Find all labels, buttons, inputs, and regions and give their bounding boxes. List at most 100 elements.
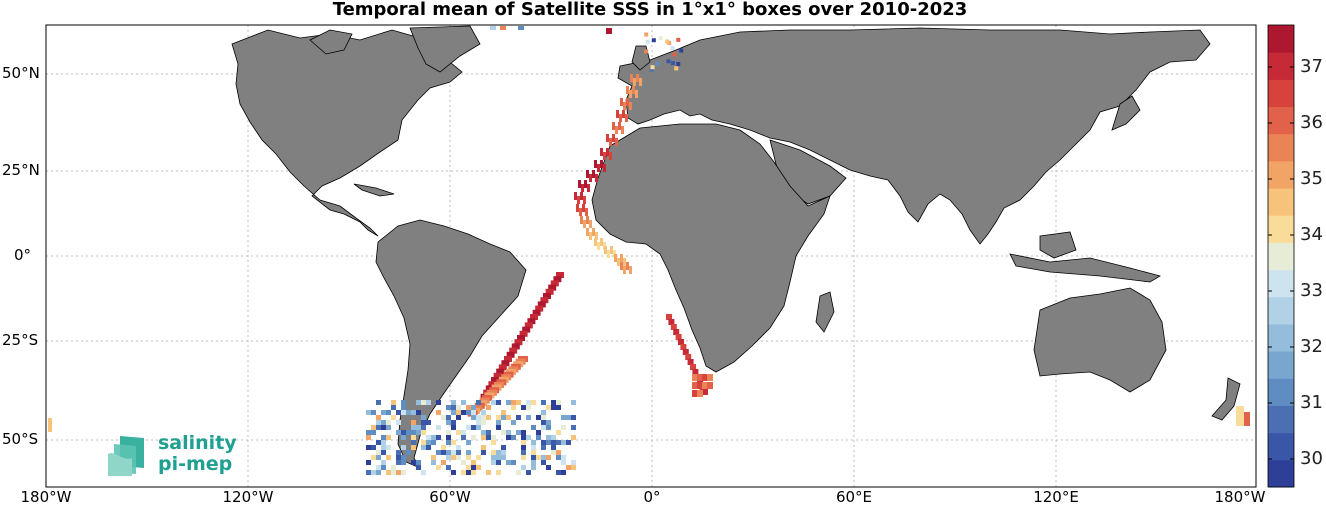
salinity-cell [626, 86, 629, 94]
salinity-cell [366, 460, 371, 465]
salinity-cell [607, 250, 610, 258]
salinity-cell [471, 465, 476, 470]
salinity-cell [466, 455, 471, 460]
salinity-cell [541, 455, 546, 460]
salinity-cell [446, 405, 451, 410]
salinity-cell [501, 360, 510, 367]
salinity-cell [496, 400, 501, 405]
salinity-cell [633, 78, 636, 86]
salinity-cell [697, 390, 703, 397]
salinity-cell [541, 445, 546, 450]
salinity-cell [456, 405, 461, 410]
salinity-cell [571, 425, 576, 430]
salinity-cell [622, 110, 625, 118]
salinity-cell [506, 415, 511, 420]
salinity-cell [381, 445, 386, 450]
salinity-cell [396, 410, 401, 415]
salinity-cell [461, 460, 466, 465]
salinity-cell [446, 435, 451, 440]
salinity-cell [401, 445, 406, 450]
salinity-cell [386, 455, 391, 460]
salinity-cell [486, 430, 491, 435]
salinity-cell [531, 445, 536, 450]
salinity-cell [491, 435, 496, 440]
salinity-cell [584, 180, 587, 188]
salinity-cell [506, 430, 511, 435]
colorbar-tick-label: 32 [1300, 336, 1323, 357]
salinity-cell [509, 347, 518, 354]
salinity-cell [471, 470, 476, 475]
salinity-cell [612, 134, 615, 142]
salinity-cell [486, 405, 491, 410]
colorbar-tick-label: 37 [1300, 56, 1323, 77]
salinity-cell [692, 390, 698, 397]
salinity-cell [636, 74, 639, 82]
salinity-cell [376, 440, 381, 445]
salinity-cell [540, 297, 549, 304]
salinity-cell [606, 134, 609, 142]
salinity-cell [371, 470, 376, 475]
salinity-cell [493, 372, 502, 379]
salinity-cell [401, 410, 406, 415]
salinity-cell [589, 232, 592, 240]
salinity-cell [553, 276, 562, 283]
salinity-cell [391, 415, 396, 420]
salinity-cell [371, 410, 376, 415]
salinity-cell [516, 400, 521, 405]
salinity-cell [381, 465, 386, 470]
salinity-cell [541, 440, 546, 445]
salinity-cell [481, 420, 486, 425]
pimep-logo [108, 436, 144, 476]
salinity-cell [665, 39, 670, 44]
salinity-cell [581, 184, 584, 192]
salinity-cell [1244, 412, 1250, 426]
salinity-cell [461, 400, 466, 405]
salinity-cell [451, 455, 456, 460]
greenland [409, 25, 481, 73]
salinity-cell [431, 460, 436, 465]
salinity-cell [491, 377, 499, 383]
salinity-cell [521, 450, 526, 455]
salinity-cell [511, 405, 516, 410]
salinity-cell [501, 430, 506, 435]
salinity-cell [500, 26, 506, 30]
salinity-cell [386, 425, 391, 430]
salinity-cell [521, 455, 526, 460]
salinity-cell [376, 400, 381, 405]
salinity-cell [501, 455, 506, 460]
salinity-cell [471, 435, 476, 440]
salinity-cell [621, 126, 624, 134]
salinity-cell [566, 465, 571, 470]
salinity-cell [381, 420, 386, 425]
salinity-cell [511, 400, 516, 405]
borneo [1039, 231, 1077, 259]
salinity-cell [416, 425, 421, 430]
colorbar-segment [1268, 52, 1294, 80]
salinity-cell [579, 208, 582, 216]
salinity-cell [571, 460, 576, 465]
salinity-cell [441, 450, 446, 455]
salinity-cell [391, 465, 396, 470]
salinity-cell [537, 301, 546, 308]
salinity-cell [595, 174, 598, 182]
madagascar [815, 291, 835, 333]
salinity-cell [451, 400, 456, 405]
salinity-cell [629, 266, 632, 274]
salinity-cell [426, 420, 431, 425]
salinity-cell [386, 420, 391, 425]
salinity-cell [531, 400, 536, 405]
salinity-cell [551, 445, 556, 450]
colorbar-segment [1268, 215, 1294, 243]
salinity-cell [571, 465, 576, 470]
y-tick-50s: 50°S [2, 430, 39, 448]
salinity-cell [421, 415, 426, 420]
salinity-cell [371, 445, 376, 450]
salinity-cell [620, 254, 623, 262]
salinity-cell [550, 280, 559, 287]
salinity-cell [610, 246, 613, 254]
salinity-cell [531, 465, 536, 470]
colorbar-segment [1268, 459, 1294, 488]
salinity-cell [506, 435, 511, 440]
salinity-cell [561, 455, 566, 460]
salinity-cell [597, 242, 600, 250]
